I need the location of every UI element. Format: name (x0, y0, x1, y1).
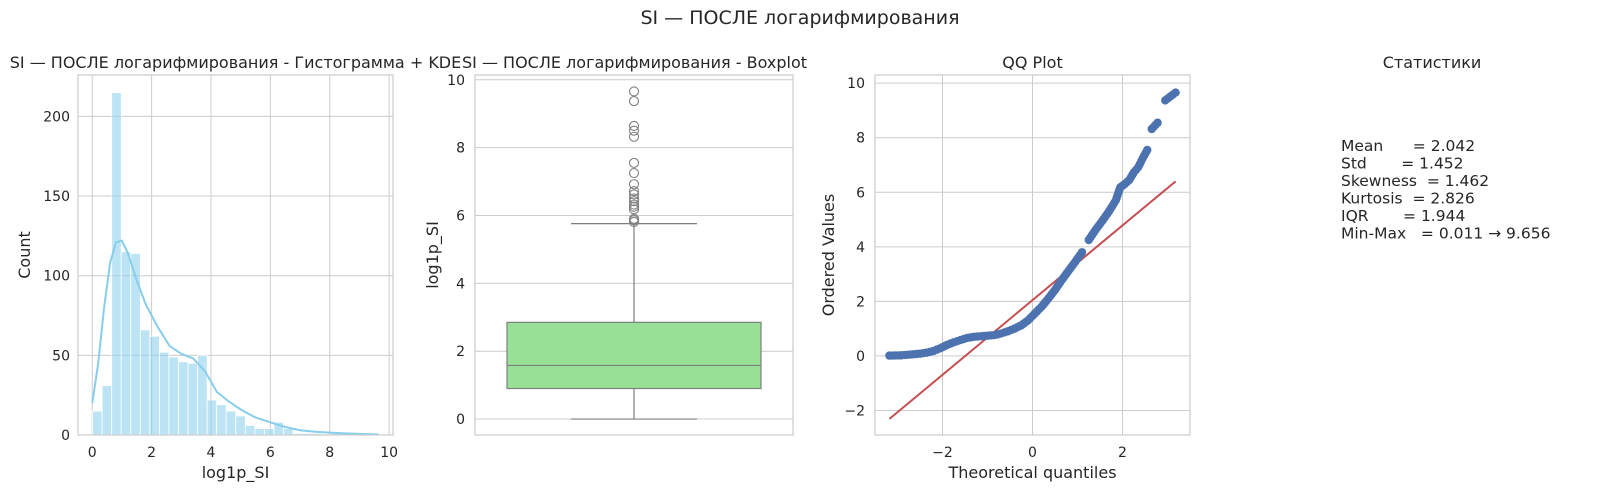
outlier-point (628, 125, 640, 136)
histogram-bar (283, 428, 294, 436)
histogram-bar (178, 361, 189, 436)
boxplot-frame (474, 74, 794, 436)
y-tick-label: 4 (456, 276, 465, 292)
histogram-bar (187, 362, 198, 436)
x-tick-label: 0 (88, 445, 97, 461)
figure-title: SI — ПОСЛЕ логарифмирования (640, 7, 959, 29)
y-tick-label: 200 (43, 109, 70, 125)
outlier-point (628, 157, 640, 168)
stat-line-mean: Mean = 2.042 (1341, 137, 1475, 155)
y-tick-label: 10 (447, 73, 465, 89)
outlier-point (628, 193, 640, 204)
y-tick-label: −2 (844, 403, 865, 419)
histogram-bar (263, 428, 275, 436)
qq-plot-title: QQ Plot (1002, 53, 1062, 72)
histogram-bar (206, 399, 218, 436)
outlier-point (628, 204, 640, 215)
x-tick-label: 2 (147, 445, 156, 461)
x-tick-label: 2 (1118, 445, 1127, 461)
histogram-bar (111, 92, 122, 436)
qq-reference-line (888, 180, 1177, 420)
y-tick-label: 6 (856, 185, 865, 201)
histogram-bar (101, 385, 113, 436)
x-tick-label: 4 (207, 445, 216, 461)
outlier-point (628, 131, 640, 142)
outlier-point (628, 196, 640, 207)
qq-point (1143, 145, 1152, 155)
x-tick-label: 8 (325, 445, 334, 461)
histogram-bar (130, 253, 141, 436)
outlier-point (628, 179, 640, 190)
histogram-bar (149, 335, 160, 436)
stat-line-iqr: IQR = 1.944 (1341, 207, 1465, 225)
qq-y-label: Ordered Values (819, 194, 838, 316)
histogram-bar (235, 415, 246, 436)
histogram-bar (168, 356, 179, 436)
histogram-bar (120, 251, 132, 436)
qq-point (1171, 88, 1180, 97)
x-tick-label: 0 (1028, 445, 1037, 461)
histogram-bar (254, 428, 265, 436)
x-tick-label: 10 (380, 445, 398, 461)
outlier-point (628, 199, 640, 210)
outlier-point (628, 189, 640, 200)
y-tick-label: 8 (456, 141, 465, 157)
qq-point (1077, 248, 1087, 257)
qq-plot-panel: QQ Plot −2 0 2 −2 0 2 4 6 8 10 Theoretical quant… (819, 53, 1191, 482)
y-tick-label: 10 (847, 76, 865, 92)
y-tick-label: 0 (456, 412, 465, 428)
outlier-point (628, 96, 640, 107)
histogram-frame (77, 74, 394, 436)
kde-curve (91, 239, 379, 436)
x-tick-label: −2 (932, 445, 953, 461)
histogram-bar (139, 329, 151, 436)
outlier-point (628, 185, 640, 197)
qq-point (1153, 118, 1162, 127)
y-tick-label: 0 (61, 428, 70, 444)
qq-x-label: Theoretical quantiles (947, 463, 1116, 482)
x-tick-label: 6 (266, 445, 275, 461)
stat-line-min-max: Min-Max = 0.011 → 9.656 (1341, 225, 1550, 243)
y-tick-label: 2 (856, 294, 865, 310)
histogram-bar (244, 425, 256, 436)
histogram-bar (159, 351, 170, 436)
y-tick-label: 50 (52, 348, 70, 364)
iqr-box (506, 321, 762, 390)
y-tick-label: 150 (43, 189, 70, 205)
stat-line-skewness: Skewness = 1.462 (1341, 172, 1489, 190)
stat-line-std: Std = 1.452 (1341, 155, 1464, 173)
histogram-y-label: Count (15, 231, 34, 279)
histogram-bar (92, 410, 103, 436)
y-tick-label: 0 (856, 349, 865, 365)
outlier-point (628, 120, 640, 131)
histogram-bar (216, 404, 227, 436)
histogram-title: SI — ПОСЛЕ логарифмирования - Гистограмм… (10, 53, 461, 72)
y-tick-label: 8 (856, 131, 865, 147)
boxplot-y-label: log1p_SI (423, 221, 443, 289)
statistics-title: Статистики (1383, 53, 1482, 72)
histogram-bar (225, 410, 237, 436)
boxplot-panel: SI — ПОСЛЕ логарифмирования - Boxplot 0 2… (423, 53, 807, 436)
outlier-point (628, 168, 640, 179)
y-tick-label: 100 (43, 269, 70, 285)
histogram-x-label: log1p_SI (202, 463, 270, 483)
statistics-panel: Статистики Mean = 2.042 Std = 1.452 Skew… (1341, 53, 1550, 243)
y-tick-label: 2 (456, 344, 465, 360)
histogram-panel: SI — ПОСЛЕ логарифмирования - Гистограмм… (10, 53, 461, 483)
boxplot-title: SI — ПОСЛЕ логарифмирования - Boxplot (462, 53, 807, 72)
y-tick-label: 4 (856, 240, 865, 256)
qq-plot-frame (874, 74, 1191, 436)
stat-line-kurtosis: Kurtosis = 2.826 (1341, 190, 1475, 208)
y-tick-label: 6 (456, 208, 465, 224)
outlier-point (628, 86, 640, 97)
